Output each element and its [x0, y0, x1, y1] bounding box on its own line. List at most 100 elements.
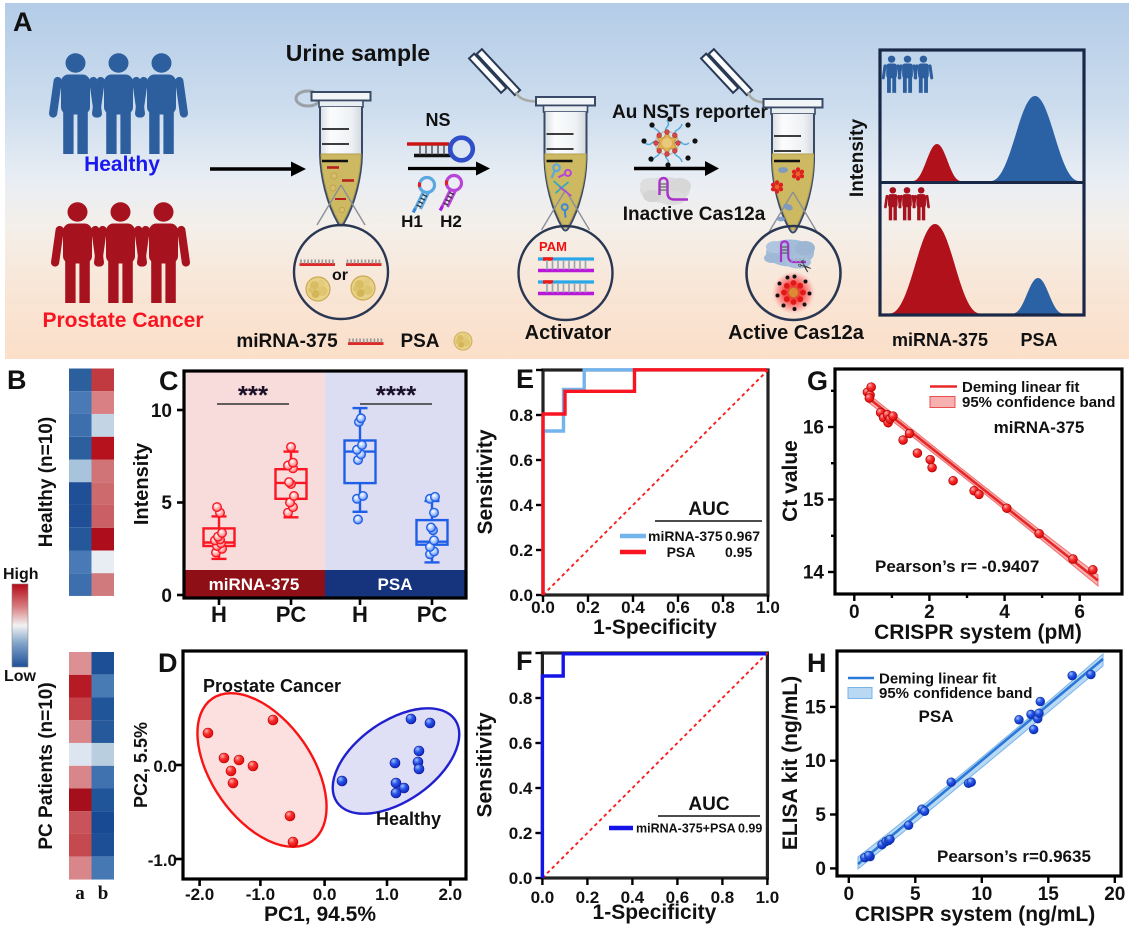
svg-text:1.0: 1.0: [756, 598, 780, 617]
svg-text:miRNA-375: miRNA-375: [236, 331, 338, 352]
svg-text:***: ***: [238, 380, 269, 410]
svg-text:Urine sample: Urine sample: [286, 40, 430, 66]
svg-text:Healthy: Healthy: [84, 153, 160, 176]
svg-text:0.95: 0.95: [725, 544, 752, 560]
svg-text:2.0: 2.0: [438, 885, 462, 904]
svg-text:10: 10: [151, 401, 172, 422]
svg-text:AUC: AUC: [688, 794, 729, 815]
svg-text:Intensity: Intensity: [847, 119, 868, 198]
svg-text:0.8: 0.8: [711, 598, 735, 617]
svg-text:NS: NS: [425, 110, 450, 130]
svg-text:10: 10: [971, 884, 992, 905]
svg-text:0.0: 0.0: [531, 888, 555, 907]
svg-text:A: A: [13, 7, 33, 37]
svg-text:PAM: PAM: [539, 239, 567, 254]
svg-text:Healthy: Healthy: [376, 809, 441, 829]
svg-text:0.8: 0.8: [711, 888, 735, 907]
svg-text:0.0: 0.0: [509, 869, 533, 888]
svg-text:0: 0: [844, 884, 855, 905]
svg-text:****: ****: [376, 380, 417, 410]
svg-text:0: 0: [161, 586, 172, 607]
svg-text:10: 10: [805, 751, 826, 772]
svg-text:B: B: [7, 365, 27, 395]
svg-text:0.2: 0.2: [576, 888, 600, 907]
svg-text:16: 16: [803, 418, 824, 439]
svg-text:0: 0: [849, 602, 860, 623]
svg-text:Au NSTs reporter: Au NSTs reporter: [612, 102, 769, 123]
svg-text:6: 6: [1074, 602, 1085, 623]
svg-text:PC Patients (n=10): PC Patients (n=10): [36, 682, 57, 849]
svg-text:0.2: 0.2: [576, 598, 600, 617]
svg-text:Inactive Cas12a: Inactive Cas12a: [623, 204, 766, 225]
svg-text:CRISPR system (pM): CRISPR system (pM): [874, 621, 1082, 644]
svg-text:0.6: 0.6: [666, 598, 690, 617]
svg-text:95% confidence band: 95% confidence band: [962, 394, 1115, 411]
svg-text:PC: PC: [276, 602, 307, 627]
svg-text:PSA: PSA: [667, 544, 696, 560]
svg-text:0.8: 0.8: [509, 689, 533, 708]
svg-text:a: a: [75, 883, 85, 904]
svg-text:1-Specificity: 1-Specificity: [593, 616, 717, 639]
svg-text:0: 0: [815, 859, 826, 880]
svg-text:Active Cas12a: Active Cas12a: [728, 322, 865, 344]
svg-text:PSA: PSA: [400, 331, 439, 352]
svg-text:D: D: [158, 648, 178, 678]
svg-text:5: 5: [910, 884, 921, 905]
svg-text:PSA: PSA: [919, 707, 954, 726]
svg-text:5: 5: [161, 493, 172, 514]
svg-text:miRNA-375: miRNA-375: [994, 418, 1085, 437]
svg-text:H2: H2: [440, 212, 462, 231]
svg-text:95% confidence band: 95% confidence band: [879, 685, 1032, 702]
svg-text:PC2, 5.5%: PC2, 5.5%: [131, 722, 151, 808]
svg-text:miRNA-375+PSA: miRNA-375+PSA: [636, 822, 736, 836]
svg-text:miRNA-375: miRNA-375: [648, 528, 723, 544]
svg-text:-2.0: -2.0: [185, 885, 214, 904]
svg-text:0.4: 0.4: [509, 779, 533, 798]
svg-text:0.6: 0.6: [509, 451, 533, 470]
svg-text:0.0: 0.0: [509, 586, 533, 605]
svg-text:0.99: 0.99: [738, 822, 762, 836]
svg-text:0.2: 0.2: [509, 541, 533, 560]
svg-text:PSA: PSA: [378, 575, 413, 594]
svg-text:-1.0: -1.0: [148, 851, 177, 870]
svg-text:High: High: [3, 566, 39, 583]
svg-text:2: 2: [924, 602, 935, 623]
svg-text:AUC: AUC: [688, 499, 729, 520]
svg-text:0.4: 0.4: [509, 496, 533, 515]
svg-text:G: G: [807, 366, 828, 396]
svg-text:0.0: 0.0: [531, 598, 555, 617]
svg-text:Prostate Cancer: Prostate Cancer: [42, 309, 203, 332]
svg-text:15: 15: [803, 490, 825, 511]
svg-text:1.0: 1.0: [756, 888, 780, 907]
svg-text:PC1, 94.5%: PC1, 94.5%: [264, 903, 376, 926]
svg-text:0.6: 0.6: [666, 888, 690, 907]
svg-text:Pearson’s r= -0.9407: Pearson’s r= -0.9407: [875, 557, 1039, 576]
svg-text:ELISA kit (ng/mL): ELISA kit (ng/mL): [779, 676, 802, 850]
svg-text:20: 20: [1104, 884, 1125, 905]
svg-text:CRISPR system (ng/mL): CRISPR system (ng/mL): [855, 903, 1095, 926]
svg-text:F: F: [516, 646, 533, 676]
svg-text:0.8: 0.8: [509, 406, 533, 425]
svg-text:or: or: [332, 267, 348, 284]
svg-text:Pearson’s r=0.9635: Pearson’s r=0.9635: [937, 847, 1091, 866]
svg-text:0.2: 0.2: [509, 824, 533, 843]
svg-text:H: H: [807, 648, 827, 678]
svg-text:-1.0: -1.0: [246, 885, 275, 904]
svg-text:0.6: 0.6: [509, 734, 533, 753]
svg-text:1-Specificity: 1-Specificity: [593, 901, 717, 924]
svg-text:H: H: [352, 602, 368, 627]
svg-text:E: E: [516, 364, 534, 394]
svg-text:Deming linear fit: Deming linear fit: [879, 671, 997, 688]
svg-text:0.0: 0.0: [153, 757, 177, 776]
svg-text:miRNA-375: miRNA-375: [892, 330, 988, 350]
svg-text:H1: H1: [401, 212, 423, 231]
svg-text:H: H: [211, 602, 227, 627]
svg-text:4: 4: [999, 602, 1010, 623]
svg-text:0.4: 0.4: [621, 598, 645, 617]
svg-text:PC: PC: [417, 602, 448, 627]
svg-text:miRNA-375: miRNA-375: [209, 575, 300, 594]
svg-text:Sensitivity: Sensitivity: [474, 429, 497, 534]
svg-text:C: C: [159, 366, 179, 396]
svg-text:14: 14: [803, 563, 825, 584]
svg-text:0.967: 0.967: [725, 528, 760, 544]
